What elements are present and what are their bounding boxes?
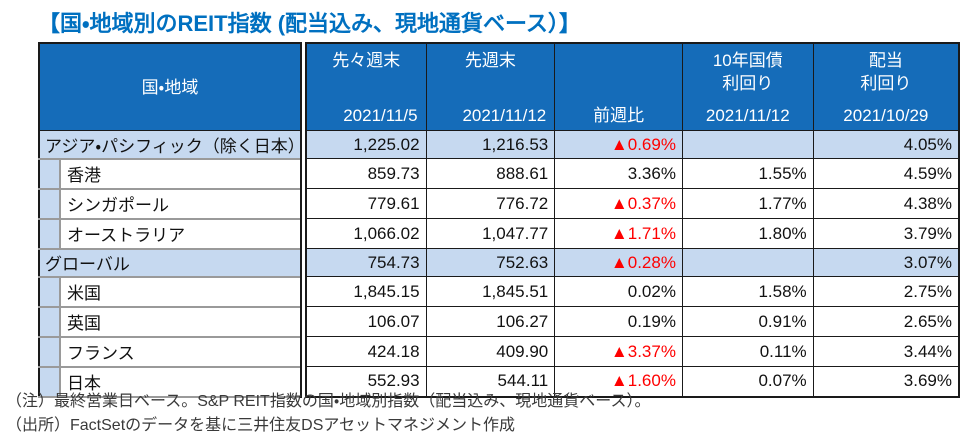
table-body: アジア・パシフィック（除く日本） 1,225.02 1,216.53 ▲0.69% 4.… (38, 130, 960, 398)
column-header-wow: 前週比 (554, 42, 683, 131)
last-week-value: 888.61 (425, 158, 556, 189)
dividend-yield-value: 3.79% (812, 218, 960, 249)
indent-strip (40, 160, 61, 187)
table-row: 香港 859.73 888.61 3.36% 1.55% 4.59% (38, 157, 960, 190)
column-header-dividend: 配当 利回り 2021/10/29 (812, 42, 960, 131)
week-over-week-value: ▲0.28% (554, 248, 683, 277)
region-name-cell: フランス (38, 335, 307, 368)
bond-header-date: 2021/11/12 (705, 106, 790, 125)
bond-yield-value: 1.58% (681, 276, 814, 307)
indent-strip (40, 338, 61, 365)
region-name-cell: オーストラリア (38, 217, 307, 250)
region-name: 香港 (61, 160, 297, 187)
dividend-yield-value: 2.65% (812, 306, 960, 337)
indent-strip (40, 278, 61, 305)
region-name-cell: 英国 (38, 305, 307, 338)
last-week-value: 409.90 (425, 336, 556, 367)
prev2-week-value: 1,225.02 (302, 130, 427, 159)
indent-strip (40, 190, 61, 217)
prev2-header-date: 2021/11/5 (343, 106, 418, 125)
week-over-week-value: ▲0.37% (554, 188, 683, 219)
dividend-yield-value: 4.38% (812, 188, 960, 219)
region-name-cell: 日本 (38, 365, 307, 398)
column-header-prev1: 先週末 2021/11/12 (425, 42, 556, 131)
table-row: 英国 106.07 106.27 0.19% 0.91% 2.65% (38, 305, 960, 338)
week-over-week-value: 3.36% (554, 158, 683, 189)
table-header-row: 国・地域 先々週末 2021/11/5 先週末 2021/11/12 前週比 (38, 42, 960, 131)
prev1-header-date: 2021/11/12 (462, 106, 547, 125)
bond-yield-value: 0.91% (681, 306, 814, 337)
last-week-value: 1,845.51 (425, 276, 556, 307)
dividend-yield-value: 3.07% (812, 248, 960, 277)
page-title: 【国・地域別のREIT指数 (配当込み、現地通貨ベース）】 (38, 11, 581, 36)
region-name: 英国 (61, 308, 297, 335)
region-name-cell: 香港 (38, 157, 307, 190)
region-name: 米国 (61, 278, 297, 305)
last-week-value: 1,047.77 (425, 218, 556, 249)
prev2-week-value: 754.73 (302, 248, 427, 277)
note-source-note: （注）最終営業日ベース。S&P REIT指数の国・地域別指数（配当込み、現地通貨… (6, 393, 651, 410)
table-row: グローバル 754.73 752.63 ▲0.28% 3.07% (38, 248, 960, 277)
table-row: 日本 552.93 544.11 ▲1.60% 0.07% 3.69% (38, 365, 960, 398)
table-row: シンガポール 779.61 776.72 ▲0.37% 1.77% 4.38% (38, 187, 960, 220)
region-name: 日本 (61, 368, 297, 395)
prev2-week-value: 1,066.02 (302, 218, 427, 249)
dividend-header-date: 2021/10/29 (843, 106, 929, 125)
region-name: フランス (61, 338, 297, 365)
column-header-prev2: 先々週末 2021/11/5 (302, 42, 427, 131)
dividend-header-label: 配当 利回り (860, 51, 912, 93)
bond-yield-value (681, 130, 814, 159)
prev1-header-label: 先週末 (464, 51, 516, 70)
prev2-week-value: 859.73 (302, 158, 427, 189)
region-name-cell: 米国 (38, 275, 307, 308)
footnotes: （注）最終営業日ベース。S&P REIT指数の国・地域別指数（配当込み、現地通貨… (6, 390, 650, 438)
region-name: シンガポール (61, 190, 297, 217)
dividend-yield-value: 3.69% (812, 366, 960, 397)
dividend-yield-value: 2.75% (812, 276, 960, 307)
week-over-week-value: ▲1.60% (554, 366, 683, 397)
bond-yield-value: 0.11% (681, 336, 814, 367)
indent-strip (40, 220, 61, 247)
table-row: フランス 424.18 409.90 ▲3.37% 0.11% 3.44% (38, 335, 960, 368)
last-week-value: 1,216.53 (425, 130, 556, 159)
last-week-value: 106.27 (425, 306, 556, 337)
dividend-yield-value: 3.44% (812, 336, 960, 367)
region-header-label: 国・地域 (141, 77, 199, 97)
region-name-cell: グローバル (38, 248, 307, 277)
column-header-bond: 10年国債 利回り 2021/11/12 (681, 42, 814, 131)
week-over-week-value: 0.19% (554, 306, 683, 337)
prev2-week-value: 779.61 (302, 188, 427, 219)
column-header-region: 国・地域 (38, 42, 307, 131)
week-over-week-value: 0.02% (554, 276, 683, 307)
table-row: 米国 1,845.15 1,845.51 0.02% 1.58% 2.75% (38, 275, 960, 308)
last-week-value: 776.72 (425, 188, 556, 219)
reit-index-table: 国・地域 先々週末 2021/11/5 先週末 2021/11/12 前週比 (38, 42, 960, 398)
prev2-week-value: 424.18 (302, 336, 427, 367)
table-row: アジア・パシフィック（除く日本） 1,225.02 1,216.53 ▲0.69% 4.… (38, 130, 960, 159)
last-week-value: 544.11 (425, 366, 556, 397)
table-row: オーストラリア 1,066.02 1,047.77 ▲1.71% 1.80% 3.79% (38, 217, 960, 250)
dividend-yield-value: 4.05% (812, 130, 960, 159)
bond-yield-value (681, 248, 814, 277)
prev2-week-value: 106.07 (302, 306, 427, 337)
region-name-cell: アジア・パシフィック（除く日本） (38, 130, 307, 159)
dividend-yield-value: 4.59% (812, 158, 960, 189)
bond-yield-value: 0.07% (681, 366, 814, 397)
region-name-cell: シンガポール (38, 187, 307, 220)
bond-header-label: 10年国債 利回り (712, 51, 783, 93)
bond-yield-value: 1.55% (681, 158, 814, 189)
bond-yield-value: 1.77% (681, 188, 814, 219)
wow-header-label: 前週比 (593, 106, 645, 125)
note-attribution: （出所）FactSetのデータを基に三井住友DSアセットマネジメント作成 (6, 417, 516, 434)
bond-yield-value: 1.80% (681, 218, 814, 249)
week-over-week-value: ▲1.71% (554, 218, 683, 249)
week-over-week-value: ▲0.69% (554, 130, 683, 159)
week-over-week-value: ▲3.37% (554, 336, 683, 367)
prev2-header-label: 先々週末 (332, 51, 401, 70)
region-name: オーストラリア (61, 220, 297, 247)
last-week-value: 752.63 (425, 248, 556, 277)
indent-strip (40, 308, 61, 335)
prev2-week-value: 1,845.15 (302, 276, 427, 307)
indent-strip (40, 368, 61, 395)
